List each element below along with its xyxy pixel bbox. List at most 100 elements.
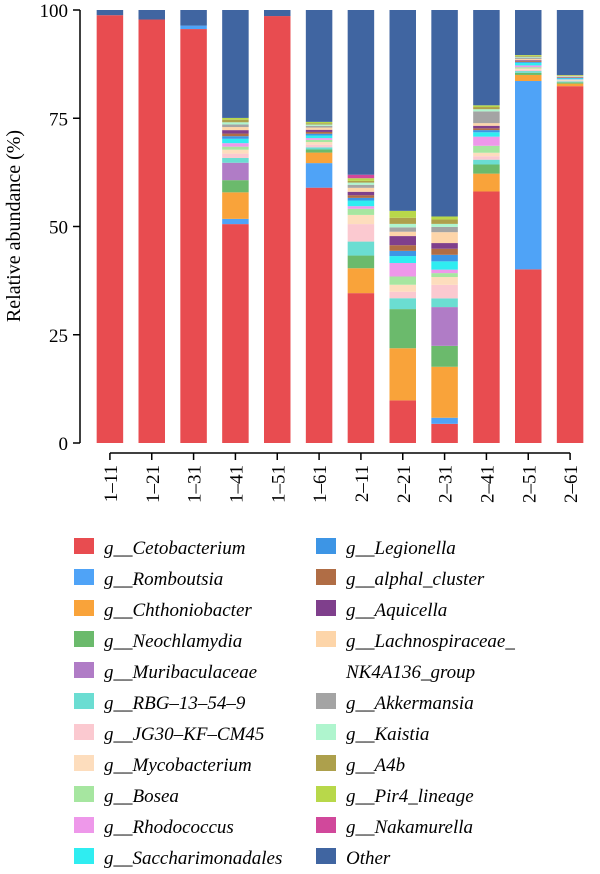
bar-segment (306, 188, 333, 443)
legend-swatch (316, 786, 336, 802)
bar-segment (306, 128, 333, 130)
bar-stack (473, 10, 500, 443)
legend-swatch (74, 569, 94, 585)
bar-segment (390, 245, 417, 251)
bar-stack (390, 10, 417, 443)
bar-segment (431, 285, 458, 299)
legend-label: g__Mycobacterium (104, 750, 252, 781)
bar-segment (431, 224, 458, 227)
bar-segment (473, 137, 500, 146)
bar-segment (306, 132, 333, 134)
bar-segment (306, 147, 333, 149)
x-tick-label: 1–21 (143, 465, 164, 503)
bar-segment (473, 105, 500, 107)
bar-segment (348, 215, 375, 224)
bar-stack (431, 10, 458, 443)
bar-segment (306, 145, 333, 148)
x-tick-label: 1–31 (185, 465, 206, 503)
bar-segment (473, 146, 500, 153)
bar-segment (515, 81, 542, 269)
bar-segment (306, 134, 333, 136)
bar-segment (557, 10, 584, 75)
bar-segment (306, 130, 333, 132)
bar-segment (431, 277, 458, 285)
bar-segment (473, 132, 500, 136)
bar-segment (390, 232, 417, 236)
bar-stack (222, 10, 249, 443)
bar-segment (431, 243, 458, 249)
bar-segment (306, 150, 333, 153)
bar-segment (390, 400, 417, 443)
bar-segment (557, 81, 584, 82)
bar-segment (348, 201, 375, 207)
legend-label: g__A4b (346, 750, 405, 781)
bar-segment (515, 56, 542, 57)
bar-segment (306, 142, 333, 145)
legend-swatch (316, 631, 336, 647)
y-tick-label: 25 (49, 326, 68, 347)
bar-segment (348, 242, 375, 256)
bar-segment (139, 20, 166, 443)
bar-segment (473, 160, 500, 165)
bar-segment (473, 130, 500, 132)
x-tick-label: 1–11 (101, 465, 122, 502)
legend-swatch (74, 817, 94, 833)
bar-segment (348, 209, 375, 215)
bar-segment (515, 68, 542, 69)
bar-segment (390, 292, 417, 299)
bar-segment (515, 75, 542, 81)
bar-segment (222, 130, 249, 133)
bar-segment (348, 192, 375, 195)
legend-label: g__Lachnospiraceae_ NK4A136_group (346, 626, 591, 688)
bar-segment (390, 298, 417, 309)
bar-segment (222, 118, 249, 120)
bar-segment (431, 273, 458, 277)
bar-stack (515, 10, 542, 443)
bar-segment (390, 263, 417, 276)
legend-swatch (316, 817, 336, 833)
bar-segment (222, 10, 249, 118)
bar-segment (473, 128, 500, 130)
legend-label: g__Legionella (346, 533, 456, 564)
bar-segment (515, 63, 542, 66)
bar-segment (515, 58, 542, 59)
bar-segment (431, 216, 458, 219)
bar-segment (473, 111, 500, 123)
bar-segment (306, 122, 333, 123)
bar-segment (431, 367, 458, 418)
bar-segment (431, 418, 458, 424)
bar-segment (515, 70, 542, 71)
bar-segment (431, 270, 458, 273)
legend-label: Other (346, 843, 390, 874)
legend-swatch (316, 538, 336, 554)
bar-segment (431, 298, 458, 307)
bar-segment (515, 62, 542, 63)
bar-segment (473, 153, 500, 156)
bar-segment (431, 307, 458, 346)
bar-segment (348, 175, 375, 178)
bar-segment (348, 198, 375, 201)
bar-segment (222, 122, 249, 124)
bar-segment (390, 227, 417, 231)
bar-segment (222, 180, 249, 192)
bar-segment (473, 123, 500, 126)
bar-segment (348, 256, 375, 269)
bar-segment (306, 135, 333, 138)
bar-segment (222, 158, 249, 163)
legend-label: g__Bosea (104, 781, 179, 812)
bar-segment (473, 109, 500, 111)
bar-segment (348, 195, 375, 198)
bar-segment (515, 67, 542, 68)
bar-stack (264, 10, 291, 443)
legend-label: g__Neochlamydia (104, 626, 242, 657)
bar-segment (557, 82, 584, 83)
bar-segment (473, 126, 500, 129)
legend-swatch (74, 693, 94, 709)
legend-swatch (316, 755, 336, 771)
bar-segment (431, 255, 458, 262)
bar-segment (348, 181, 375, 183)
legend-swatch (316, 724, 336, 740)
bar-stack (557, 10, 584, 443)
